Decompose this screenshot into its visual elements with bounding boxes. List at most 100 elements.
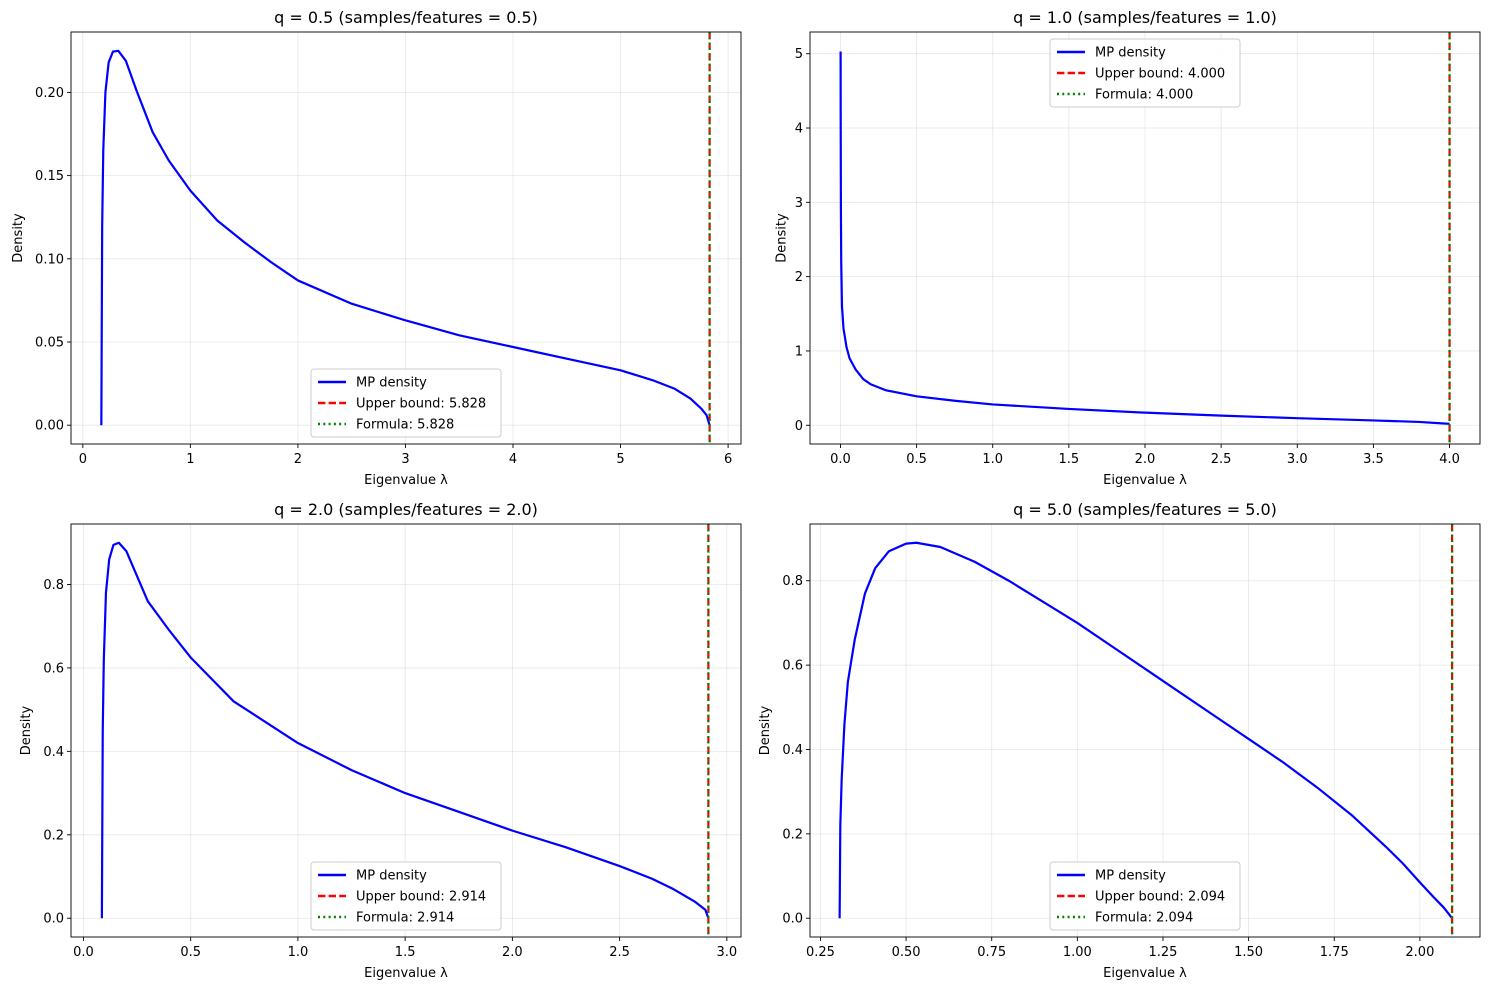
x-tick-label: 3.5 [1363, 452, 1384, 467]
y-tick-label: 0.8 [43, 578, 64, 593]
legend-label: MP density [1095, 869, 1166, 884]
legend-box [1049, 861, 1241, 931]
subplot-2: 0.0 0.5 1.0 1.5 2.0 2.5 3.0 3.5 4.0 0 1 2 3 4 5 q = 1.0… [775, 8, 1481, 488]
x-axis-label: Eigenvalue λ [364, 473, 448, 488]
legend-label: Formula: 5.828 [356, 418, 454, 433]
y-tick-label: 0.6 [782, 659, 803, 674]
legend-label: MP density [356, 376, 427, 391]
y-tick-label: 0 [795, 419, 803, 434]
x-axis-label: Eigenvalue λ [364, 966, 448, 981]
legend-label: Upper bound: 2.094 [1095, 890, 1225, 905]
x-tick-label: 4 [509, 452, 517, 467]
y-tick-label: 0.4 [782, 743, 803, 758]
legend-label: MP density [356, 869, 427, 884]
axes-frame [809, 523, 1481, 938]
y-tick-label: 2 [795, 270, 803, 285]
plot-area [100, 32, 711, 444]
plot-area [100, 524, 710, 937]
chart-title: q = 5.0 (samples/features = 5.0) [1013, 500, 1277, 519]
x-tick-label: 1.5 [395, 945, 416, 960]
y-tick-label: 3 [795, 196, 803, 211]
x-axis-label: Eigenvalue λ [1103, 473, 1187, 488]
x-tick-label: 0.50 [892, 945, 921, 960]
subplot-4: 0.25 0.50 0.75 1.00 1.25 1.50 1.75 2.00 0.0 0.2 0.… [758, 500, 1481, 981]
y-axis-label: Density [758, 705, 773, 755]
legend-label: Formula: 4.000 [1095, 88, 1193, 103]
legend: MP density Upper bound: 4.000 Formula: 4.0… [1049, 38, 1241, 108]
x-tick-label: 2.0 [502, 945, 523, 960]
mp-density-line [100, 541, 710, 919]
x-tick-label: 1 [186, 452, 194, 467]
x-tick-label: 0.5 [906, 452, 927, 467]
x-tick-label: 0.0 [73, 945, 94, 960]
x-tick-label: 1.0 [288, 945, 309, 960]
x-tick-label: 2 [294, 452, 302, 467]
y-tick-label: 0.2 [782, 827, 803, 842]
x-tick-label: 2.5 [1211, 452, 1232, 467]
y-tick-label: 0.4 [43, 745, 64, 760]
x-tick-label: 2.5 [609, 945, 630, 960]
x-tick-label: 1.50 [1234, 945, 1263, 960]
legend-label: Formula: 2.914 [356, 911, 454, 926]
legend: MP density Upper bound: 2.914 Formula: 2.9… [310, 861, 502, 931]
y-tick-label: 0.00 [35, 419, 64, 434]
chart-title: q = 2.0 (samples/features = 2.0) [274, 500, 538, 519]
legend-box [310, 861, 502, 931]
x-axis-label: Eigenvalue λ [1103, 966, 1187, 981]
y-axis-label: Density [11, 213, 26, 263]
x-tick-label: 2.0 [1135, 452, 1156, 467]
subplot-3: 0.0 0.5 1.0 1.5 2.0 2.5 3.0 0.0 0.2 0.4 0.6 0.8 q = … [19, 500, 742, 981]
x-tick-label: 0 [79, 452, 87, 467]
legend-label: Upper bound: 2.914 [356, 890, 486, 905]
y-tick-label: 0.10 [35, 252, 64, 267]
x-tick-label: 2.00 [1405, 945, 1434, 960]
legend-label: Upper bound: 5.828 [356, 397, 486, 412]
x-tick-label: 1.25 [1149, 945, 1178, 960]
legend-label: MP density [1095, 46, 1166, 61]
x-tick-label: 3.0 [1287, 452, 1308, 467]
y-tick-label: 5 [795, 47, 803, 62]
mp-density-line [100, 49, 711, 426]
plot-area [839, 32, 1451, 444]
x-tick-label: 1.5 [1059, 452, 1080, 467]
x-tick-label: 0.0 [830, 452, 851, 467]
subplot-1: 0 1 2 3 4 5 6 0.00 0.05 0.10 0.15 0.20 q = 0.5 (samp… [11, 8, 742, 488]
y-tick-label: 0.2 [43, 828, 64, 843]
mp-density-line [839, 51, 1450, 425]
x-tick-label: 3.0 [717, 945, 738, 960]
x-tick-label: 4.0 [1439, 452, 1460, 467]
y-tick-label: 0.0 [782, 912, 803, 927]
x-tick-label: 6 [724, 452, 732, 467]
mp-density-line [838, 541, 1453, 919]
y-tick-label: 0.8 [782, 574, 803, 589]
legend-box [1049, 38, 1241, 108]
legend-label: Upper bound: 4.000 [1095, 67, 1225, 82]
y-tick-label: 0.20 [35, 86, 64, 101]
x-tick-label: 5 [616, 452, 624, 467]
y-tick-label: 4 [795, 122, 803, 137]
y-tick-label: 0.6 [43, 661, 64, 676]
x-tick-label: 1.0 [982, 452, 1003, 467]
x-tick-label: 3 [401, 452, 409, 467]
y-tick-label: 0.05 [35, 335, 64, 350]
y-axis-label: Density [775, 213, 790, 263]
chart-title: q = 1.0 (samples/features = 1.0) [1013, 8, 1277, 27]
y-tick-label: 0.15 [35, 169, 64, 184]
y-axis-label: Density [19, 705, 34, 755]
x-tick-label: 0.5 [180, 945, 201, 960]
x-tick-label: 0.25 [806, 945, 835, 960]
axes-frame [70, 31, 742, 445]
legend-box [310, 368, 502, 438]
x-tick-label: 1.00 [1063, 945, 1092, 960]
chart-title: q = 0.5 (samples/features = 0.5) [274, 8, 538, 27]
legend: MP density Upper bound: 2.094 Formula: 2.0… [1049, 861, 1241, 931]
plot-area [838, 524, 1454, 937]
axes-frame [70, 523, 742, 938]
legend: MP density Upper bound: 5.828 Formula: 5.8… [310, 368, 502, 438]
x-tick-label: 1.75 [1320, 945, 1349, 960]
y-tick-label: 1 [795, 344, 803, 359]
y-tick-label: 0.0 [43, 912, 64, 927]
legend-label: Formula: 2.094 [1095, 911, 1193, 926]
x-tick-label: 0.75 [977, 945, 1006, 960]
